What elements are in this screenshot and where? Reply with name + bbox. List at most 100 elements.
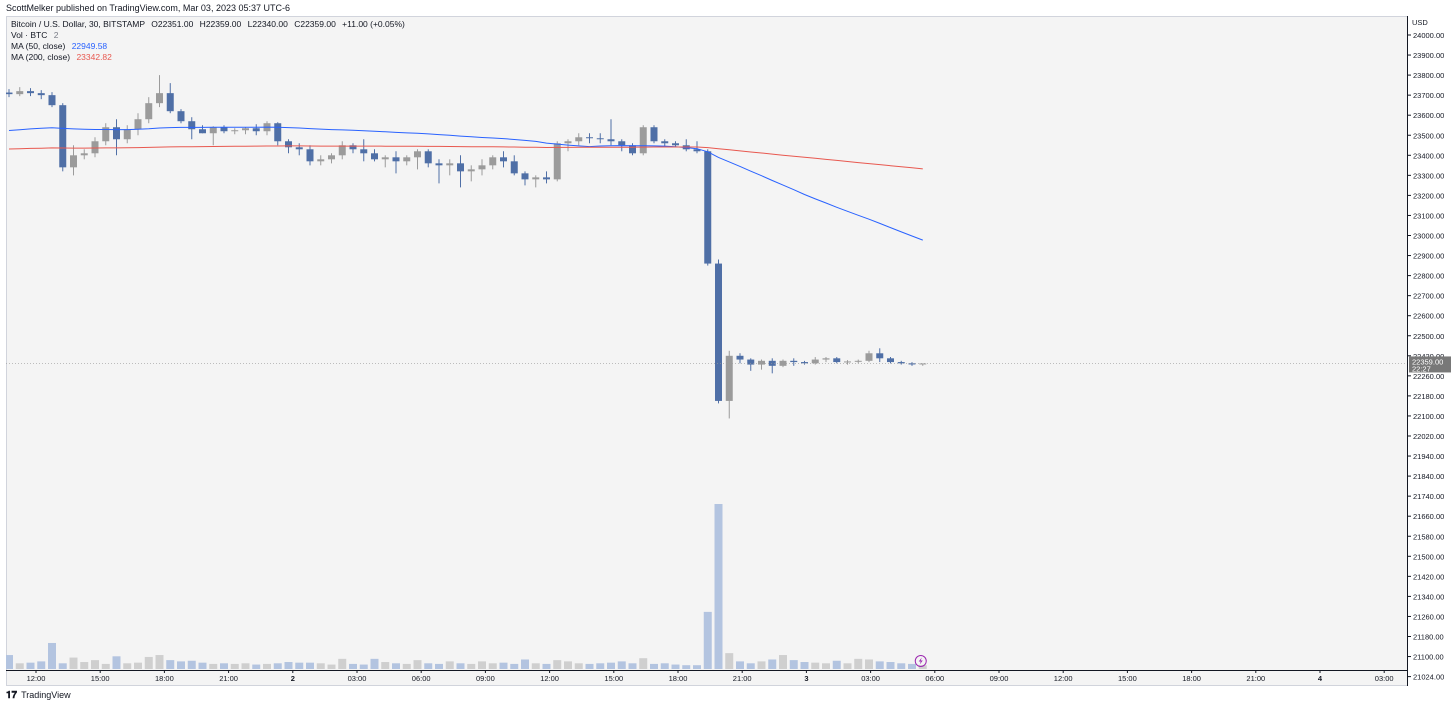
price-tick-label: 22180.00 bbox=[1413, 392, 1444, 401]
volume-bar bbox=[359, 664, 368, 669]
price-tick-label: 21840.00 bbox=[1413, 472, 1444, 481]
price-tick-label: 23300.00 bbox=[1413, 171, 1444, 180]
candle-body bbox=[48, 95, 56, 106]
price-chart[interactable]: 12:00 15:00 18:00 21:00 2 03:00 06:00 09:00 12:0… bbox=[5, 16, 1407, 686]
candle-body bbox=[510, 161, 518, 174]
legend-open-value: 22351.00 bbox=[157, 19, 194, 29]
volume-bar bbox=[682, 665, 691, 669]
price-axis-currency: USD bbox=[1412, 18, 1428, 27]
volume-bar bbox=[660, 663, 669, 669]
candle-body bbox=[457, 163, 464, 172]
time-tick-label: 09:00 bbox=[476, 674, 495, 683]
candle-body bbox=[467, 169, 475, 172]
candle-body bbox=[672, 143, 679, 146]
legend-symbol[interactable]: Bitcoin / U.S. Dollar, 30, BITSTAMP bbox=[11, 19, 145, 29]
price-tick-label: 21580.00 bbox=[1413, 532, 1444, 541]
volume-bar bbox=[897, 663, 906, 669]
legend-volume-row[interactable]: Vol · BTC 2 bbox=[11, 30, 58, 40]
price-tick-label: 23500.00 bbox=[1413, 131, 1444, 140]
volume-bar bbox=[607, 662, 615, 669]
candle-body bbox=[70, 155, 77, 168]
candle-body bbox=[575, 137, 583, 142]
volume-bar bbox=[230, 663, 239, 669]
candle-body bbox=[596, 138, 604, 140]
legend-ma200-label: MA (200, close) bbox=[11, 52, 71, 62]
volume-bar bbox=[187, 660, 196, 669]
volume-bar bbox=[295, 662, 304, 669]
candle-body bbox=[435, 163, 443, 166]
volume-bar bbox=[488, 663, 497, 669]
price-tick-label: 22420.00 bbox=[1413, 352, 1444, 361]
candle-body bbox=[188, 121, 196, 130]
legend-symbol-row[interactable]: Bitcoin / U.S. Dollar, 30, BITSTAMP O223… bbox=[11, 19, 405, 29]
volume-bar bbox=[564, 661, 572, 669]
candle-body bbox=[274, 123, 282, 142]
candle-body bbox=[489, 157, 497, 166]
volume-bar bbox=[628, 663, 637, 669]
volume-bar bbox=[101, 663, 110, 669]
volume-bar bbox=[467, 663, 476, 669]
volume-bar bbox=[155, 655, 164, 669]
volume-bar bbox=[123, 663, 132, 669]
tradingview-logo-icon[interactable]: 𝟏𝟕 bbox=[6, 690, 18, 701]
footer-brand-label[interactable]: TradingView bbox=[21, 690, 71, 700]
volume-bar bbox=[875, 661, 884, 669]
price-axis[interactable]: 24000.00 23900.00 23800.00 23700.00 23600.00… bbox=[1407, 16, 1451, 686]
price-tick-label: 23400.00 bbox=[1413, 151, 1444, 160]
chart-plot-area[interactable]: 12:00 15:00 18:00 21:00 2 03:00 06:00 09:00 12:0… bbox=[5, 16, 1407, 686]
price-tick-label: 23200.00 bbox=[1413, 191, 1444, 200]
dividend-marker-icon bbox=[914, 655, 927, 667]
volume-bar bbox=[478, 661, 486, 669]
candle-body bbox=[80, 153, 88, 156]
candle-body bbox=[209, 127, 217, 134]
volume-bar bbox=[273, 663, 282, 669]
volume-bar bbox=[617, 661, 626, 669]
candle-body bbox=[607, 139, 615, 142]
price-tick-label: 21260.00 bbox=[1413, 612, 1444, 621]
price-tick-label: 23700.00 bbox=[1413, 91, 1444, 100]
volume-bar bbox=[209, 663, 218, 669]
volume-bar bbox=[918, 665, 927, 669]
candle-body bbox=[865, 353, 873, 361]
volume-bar bbox=[241, 663, 250, 669]
candle-body bbox=[156, 93, 163, 104]
volume-bar bbox=[69, 657, 78, 669]
price-tick-label: 21340.00 bbox=[1413, 592, 1444, 601]
volume-bar bbox=[134, 662, 142, 669]
price-tick-label: 22500.00 bbox=[1413, 332, 1444, 341]
volume-bar bbox=[80, 662, 89, 669]
time-tick-label: 15:00 bbox=[604, 674, 623, 683]
volume-bar bbox=[381, 662, 390, 669]
candle-body bbox=[897, 362, 905, 364]
time-tick-label: 06:00 bbox=[925, 674, 944, 683]
candle-body bbox=[242, 128, 249, 131]
candle-body bbox=[768, 360, 776, 366]
legend-ma200-row[interactable]: MA (200, close) 23342.82 bbox=[11, 52, 112, 62]
candle-body bbox=[414, 151, 421, 158]
time-tick-label: 18:00 bbox=[669, 674, 688, 683]
volume-bar bbox=[316, 663, 325, 669]
volume-bar bbox=[327, 664, 336, 669]
volume-bar bbox=[736, 661, 744, 669]
volume-bar bbox=[779, 655, 787, 669]
price-tick-label: 23100.00 bbox=[1413, 211, 1444, 220]
volume-bar bbox=[789, 660, 798, 669]
volume-bar bbox=[886, 662, 895, 669]
legend-volume-value: 2 bbox=[53, 30, 59, 40]
volume-bar bbox=[553, 660, 562, 669]
legend-ma50-row[interactable]: MA (50, close) 22949.58 bbox=[11, 41, 107, 51]
candle-body bbox=[295, 147, 303, 150]
candle-body bbox=[553, 143, 561, 180]
volume-bar bbox=[854, 658, 863, 669]
candle-body bbox=[166, 93, 174, 112]
lightning-icon bbox=[918, 657, 923, 665]
candle-body bbox=[371, 153, 378, 160]
volume-bar bbox=[338, 658, 347, 669]
volume-bar bbox=[220, 663, 228, 669]
candle-body bbox=[833, 358, 841, 363]
footer-brand[interactable]: 𝟏𝟕 TradingView bbox=[6, 690, 71, 701]
price-tick-label: 24000.00 bbox=[1413, 31, 1444, 40]
candle-body bbox=[285, 141, 292, 148]
volume-bar bbox=[574, 663, 583, 669]
ma200-line bbox=[8, 145, 923, 170]
